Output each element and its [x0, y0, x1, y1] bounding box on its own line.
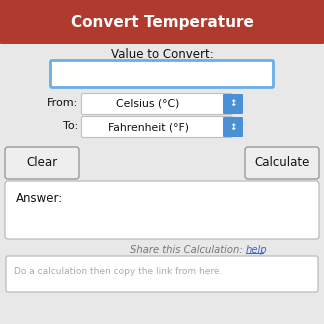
FancyBboxPatch shape: [245, 147, 319, 179]
Text: Convert Temperature: Convert Temperature: [71, 15, 253, 29]
Text: To:: To:: [63, 121, 78, 131]
Text: Share this Calculation:: Share this Calculation:: [130, 245, 246, 255]
FancyBboxPatch shape: [223, 94, 243, 114]
FancyBboxPatch shape: [5, 181, 319, 239]
Text: Answer:: Answer:: [16, 191, 63, 204]
Text: Value to Convert:: Value to Convert:: [110, 49, 214, 62]
Text: ↕: ↕: [229, 122, 237, 132]
FancyBboxPatch shape: [51, 61, 273, 87]
Text: Celsius (°C): Celsius (°C): [116, 99, 180, 109]
Text: help: help: [246, 245, 268, 255]
FancyBboxPatch shape: [5, 147, 79, 179]
Text: From:: From:: [47, 98, 78, 108]
Text: Fahrenheit (°F): Fahrenheit (°F): [108, 122, 189, 132]
FancyBboxPatch shape: [223, 117, 243, 137]
Text: ↕: ↕: [229, 99, 237, 109]
FancyBboxPatch shape: [82, 117, 233, 137]
FancyBboxPatch shape: [0, 0, 324, 44]
Text: Calculate: Calculate: [254, 156, 310, 169]
Bar: [2, 22, 322, 42]
FancyBboxPatch shape: [82, 94, 233, 114]
FancyBboxPatch shape: [6, 256, 318, 292]
Text: Clear: Clear: [27, 156, 58, 169]
Text: Do a calculation then copy the link from here.: Do a calculation then copy the link from…: [14, 267, 222, 275]
